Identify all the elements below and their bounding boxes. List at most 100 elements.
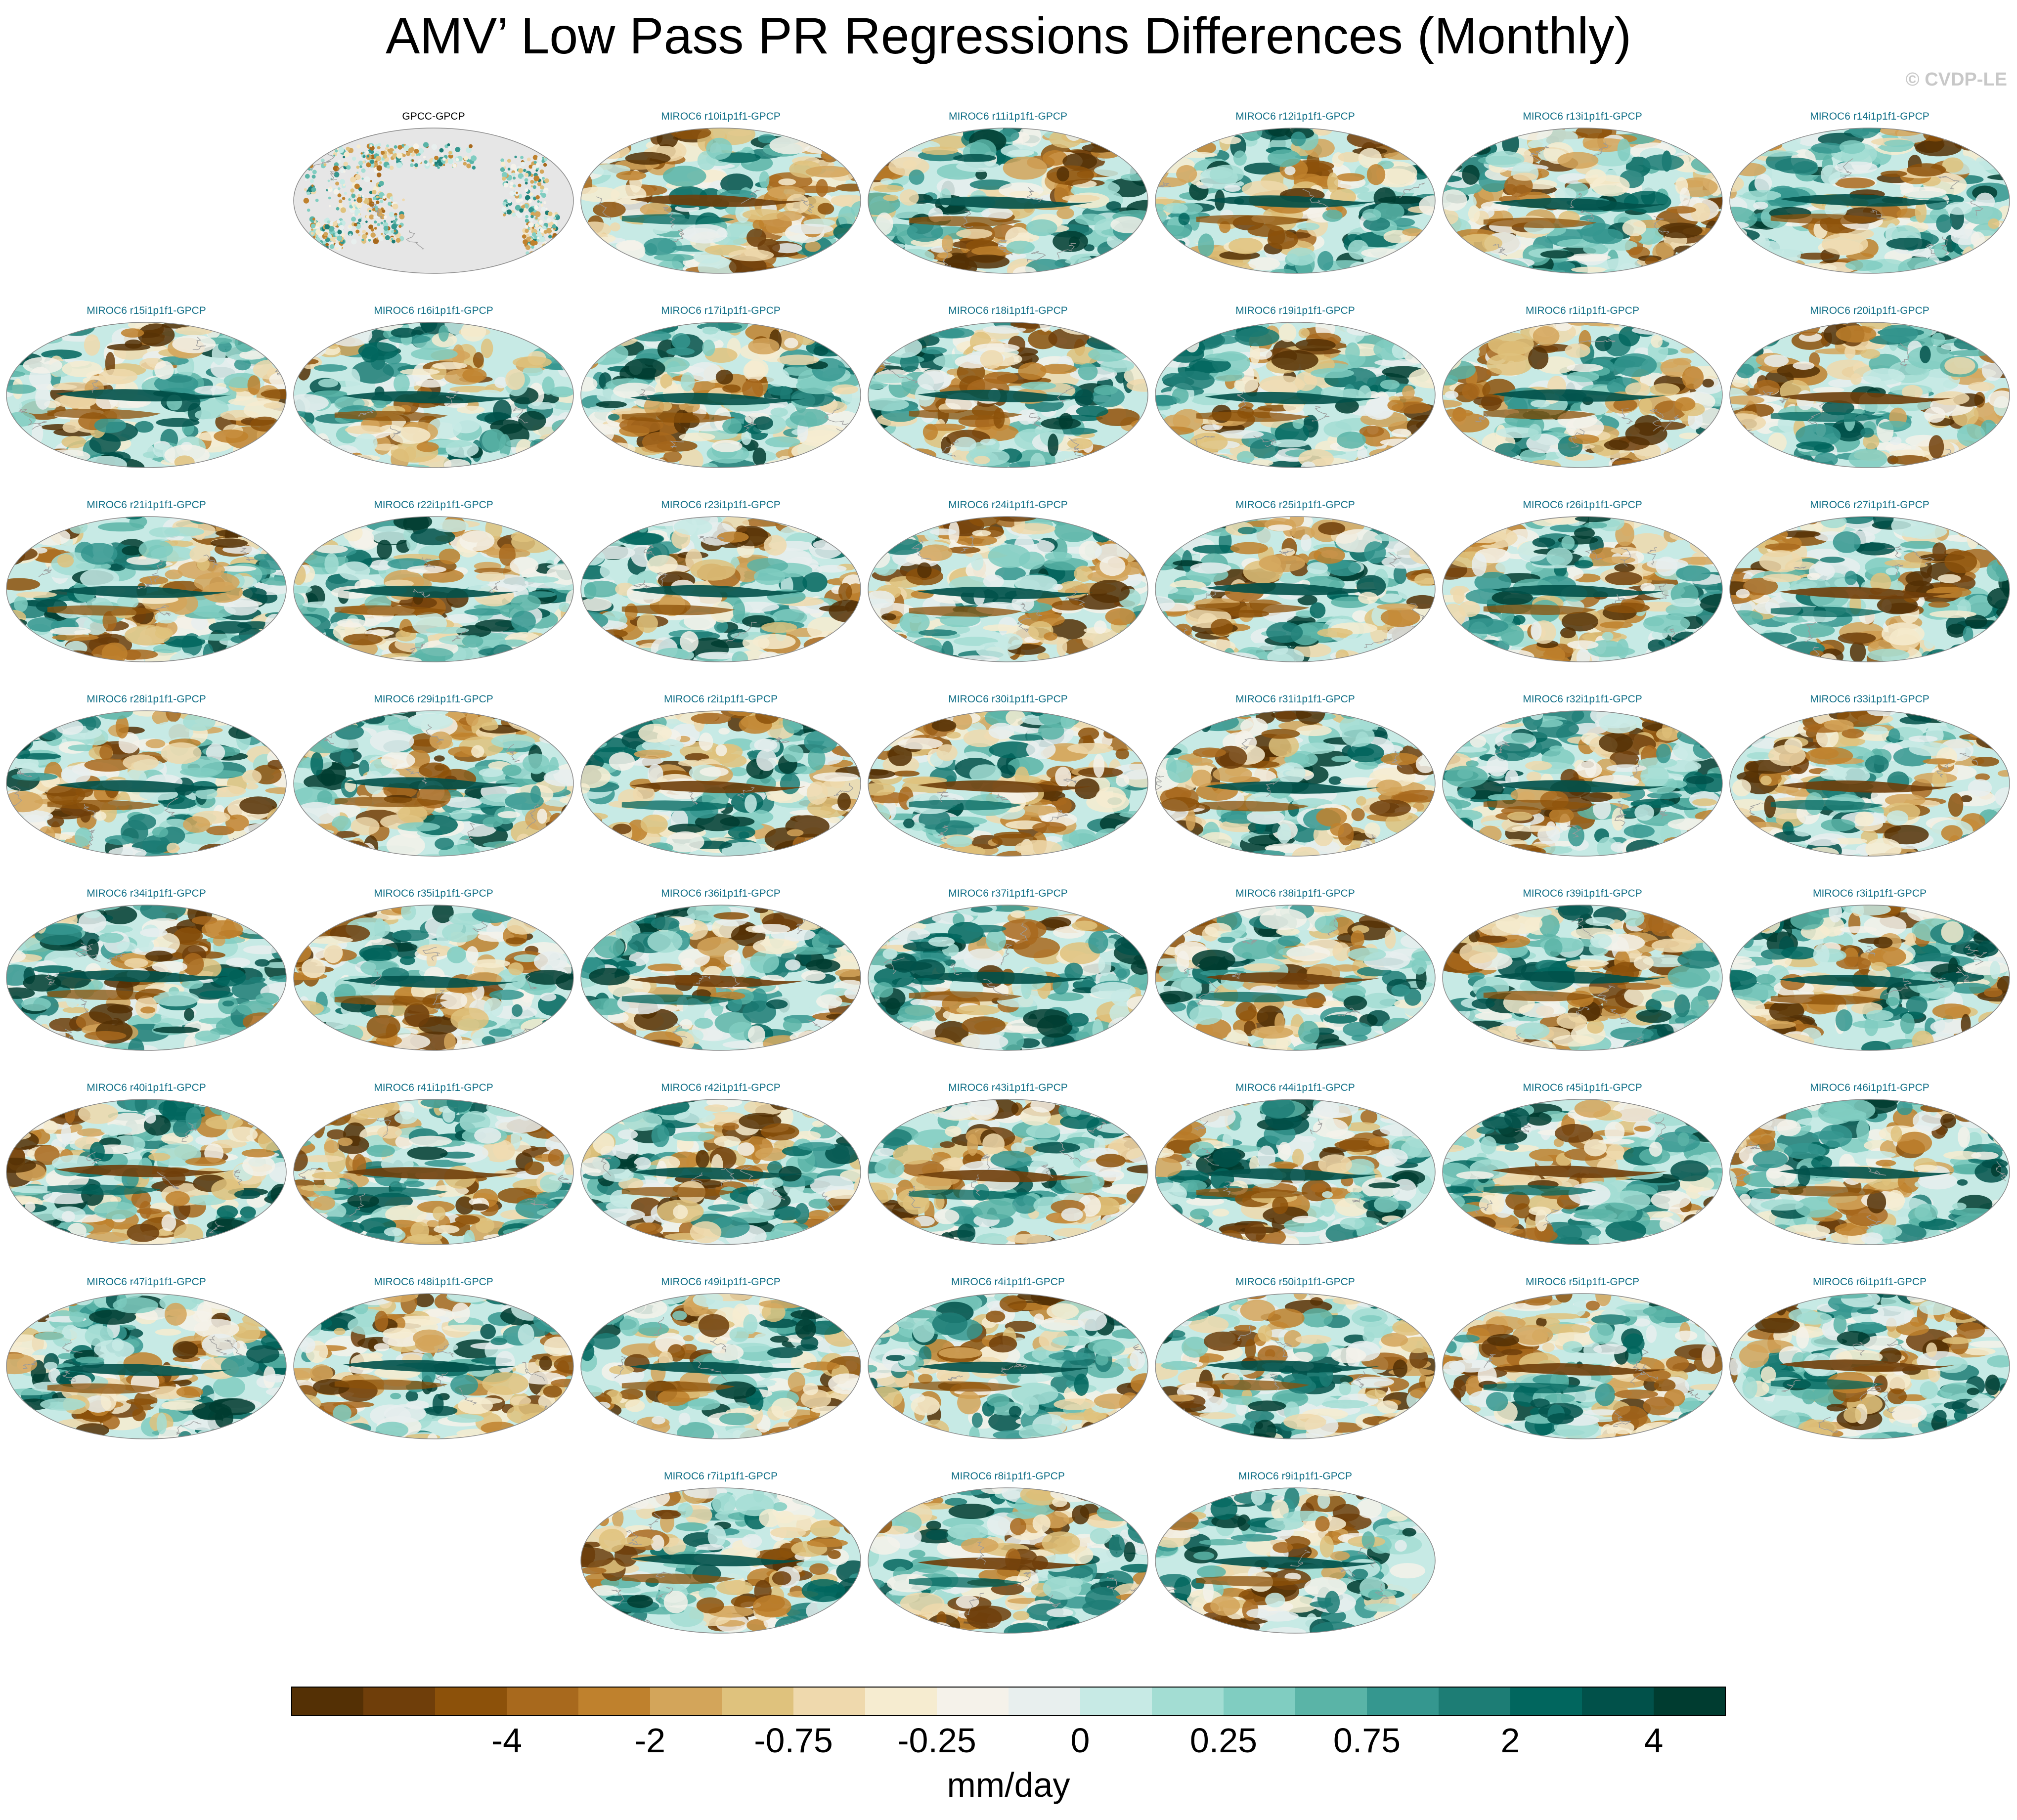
panel-title: GPCC-GPCP <box>402 111 465 122</box>
panel-title: MIROC6 r47i1p1f1-GPCP <box>87 1276 206 1288</box>
colorbar-swatch <box>1582 1687 1654 1716</box>
panel-title: MIROC6 r38i1p1f1-GPCP <box>1235 888 1355 899</box>
map-panel <box>6 1293 287 1439</box>
panel-title: MIROC6 r48i1p1f1-GPCP <box>374 1276 493 1288</box>
panel-title: MIROC6 r19i1p1f1-GPCP <box>1235 305 1355 316</box>
panel-title: MIROC6 r34i1p1f1-GPCP <box>87 888 206 899</box>
panel-title: MIROC6 r14i1p1f1-GPCP <box>1810 111 1929 122</box>
map-panel <box>1155 1487 1436 1634</box>
map-panel <box>580 128 861 274</box>
panel-title: MIROC6 r25i1p1f1-GPCP <box>1235 499 1355 511</box>
colorbar-swatch <box>578 1687 651 1716</box>
panel-title: MIROC6 r26i1p1f1-GPCP <box>1523 499 1642 511</box>
panel-title: MIROC6 r33i1p1f1-GPCP <box>1810 693 1929 705</box>
colorbar-swatch <box>1510 1687 1582 1716</box>
map-panel <box>868 516 1148 662</box>
map-panel <box>6 710 287 857</box>
map-panel <box>1442 128 1723 274</box>
panel-title: MIROC6 r23i1p1f1-GPCP <box>661 499 781 511</box>
map-panel <box>868 128 1148 274</box>
map-panel <box>1729 322 2010 468</box>
map-panel <box>1155 1293 1436 1439</box>
map-panel <box>868 322 1148 468</box>
colorbar: -4 -2 -0.75 -0.25 0 0.25 0.75 2 4 mm/day <box>291 1687 1726 1804</box>
panel-title: MIROC6 r4i1p1f1-GPCP <box>951 1276 1065 1288</box>
map-panel <box>293 1293 574 1439</box>
map-panel <box>293 1099 574 1245</box>
panel-title: MIROC6 r30i1p1f1-GPCP <box>948 693 1068 705</box>
panel-title: MIROC6 r41i1p1f1-GPCP <box>374 1082 493 1093</box>
panel-title: MIROC6 r7i1p1f1-GPCP <box>664 1471 778 1482</box>
panel-title: MIROC6 r35i1p1f1-GPCP <box>374 888 493 899</box>
map-panel <box>580 322 861 468</box>
colorbar-frame <box>291 1687 1726 1716</box>
panel-title: MIROC6 r24i1p1f1-GPCP <box>948 499 1068 511</box>
colorbar-swatch <box>435 1687 507 1716</box>
panel-title: MIROC6 r46i1p1f1-GPCP <box>1810 1082 1929 1093</box>
map-panel <box>580 1293 861 1439</box>
panel-title: MIROC6 r40i1p1f1-GPCP <box>87 1082 206 1093</box>
map-panel <box>1442 322 1723 468</box>
colorbar-swatch <box>865 1687 937 1716</box>
panel-title: MIROC6 r17i1p1f1-GPCP <box>661 305 781 316</box>
map-panel <box>1442 905 1723 1051</box>
panel-title: MIROC6 r22i1p1f1-GPCP <box>374 499 493 511</box>
panel-title: MIROC6 r3i1p1f1-GPCP <box>1813 888 1927 899</box>
panel-title: MIROC6 r12i1p1f1-GPCP <box>1235 111 1355 122</box>
map-panel <box>293 128 574 274</box>
colorbar-tick-label: -0.75 <box>754 1721 833 1760</box>
map-panel <box>868 905 1148 1051</box>
map-panel <box>1729 1293 2010 1439</box>
colorbar-swatch <box>722 1687 794 1716</box>
panel-title: MIROC6 r50i1p1f1-GPCP <box>1235 1276 1355 1288</box>
colorbar-swatch <box>1152 1687 1224 1716</box>
map-panel-grid: GPCC-GPCP MIROC6 r10i1p1f1-GPCP MIROC6 r11… <box>6 111 2010 1634</box>
map-panel <box>6 905 287 1051</box>
panel-title: MIROC6 r21i1p1f1-GPCP <box>87 499 206 511</box>
colorbar-swatch <box>793 1687 866 1716</box>
colorbar-tick-label: -4 <box>491 1721 522 1760</box>
panel-title: MIROC6 r37i1p1f1-GPCP <box>948 888 1068 899</box>
map-panel <box>868 1487 1148 1634</box>
map-panel <box>868 710 1148 857</box>
map-panel <box>1442 1293 1723 1439</box>
colorbar-swatch <box>363 1687 436 1716</box>
panel-title: MIROC6 r32i1p1f1-GPCP <box>1523 693 1642 705</box>
map-panel <box>1155 128 1436 274</box>
colorbar-swatch <box>1295 1687 1367 1716</box>
map-panel <box>1729 516 2010 662</box>
map-panel <box>868 1099 1148 1245</box>
colorbar-swatch <box>1224 1687 1296 1716</box>
map-panel <box>6 1099 287 1245</box>
colorbar-swatch <box>937 1687 1009 1716</box>
panel-title: MIROC6 r2i1p1f1-GPCP <box>664 693 778 705</box>
colorbar-tick-label: 4 <box>1644 1721 1664 1760</box>
map-panel <box>580 516 861 662</box>
map-panel <box>293 710 574 857</box>
colorbar-tick-label: -0.25 <box>897 1721 976 1760</box>
map-panel <box>1155 322 1436 468</box>
watermark: © CVDP-LE <box>1905 69 2007 90</box>
colorbar-swatch <box>1367 1687 1439 1716</box>
panel-title: MIROC6 r43i1p1f1-GPCP <box>948 1082 1068 1093</box>
panel-title: MIROC6 r5i1p1f1-GPCP <box>1526 1276 1639 1288</box>
map-panel <box>1442 516 1723 662</box>
map-panel <box>580 1487 861 1634</box>
map-panel <box>1729 1099 2010 1245</box>
colorbar-swatch <box>1439 1687 1511 1716</box>
map-panel <box>1729 128 2010 274</box>
panel-title: MIROC6 r36i1p1f1-GPCP <box>661 888 781 899</box>
colorbar-swatch <box>650 1687 722 1716</box>
map-panel <box>1155 710 1436 857</box>
map-panel <box>293 516 574 662</box>
map-panel <box>1442 710 1723 857</box>
panel-title: MIROC6 r1i1p1f1-GPCP <box>1526 305 1639 316</box>
panel-title: MIROC6 r42i1p1f1-GPCP <box>661 1082 781 1093</box>
map-panel <box>6 322 287 468</box>
map-panel <box>6 516 287 662</box>
map-panel <box>1155 905 1436 1051</box>
map-panel <box>580 905 861 1051</box>
panel-title: MIROC6 r27i1p1f1-GPCP <box>1810 499 1929 511</box>
panel-title: MIROC6 r44i1p1f1-GPCP <box>1235 1082 1355 1093</box>
map-panel <box>580 1099 861 1245</box>
